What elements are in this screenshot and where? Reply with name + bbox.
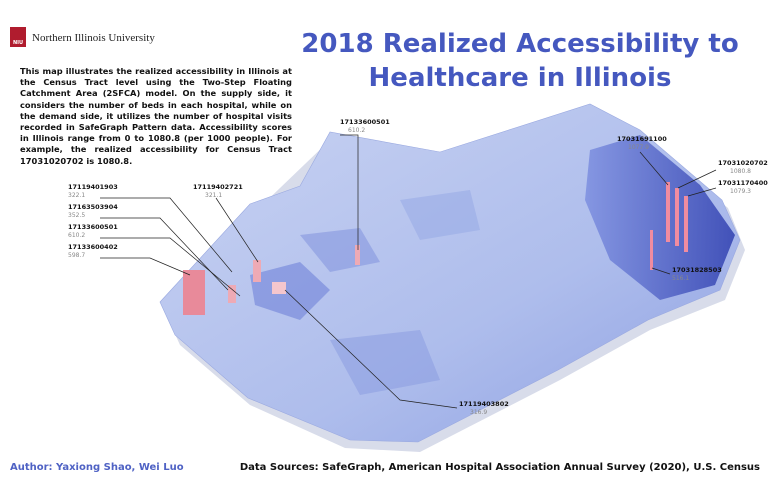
bar (684, 196, 688, 252)
tract-value: 1080.8 (730, 168, 751, 175)
sources: Data Sources: SafeGraph, American Hospit… (240, 462, 760, 473)
tract-value: 321.1 (205, 192, 222, 199)
tract-value: 516.1 (672, 275, 689, 282)
tract-value: 352.5 (68, 212, 85, 219)
region (330, 330, 440, 395)
leader-lines (100, 134, 717, 409)
tract-value: 610.2 (348, 127, 365, 134)
tract-value: 316.9 (470, 409, 487, 416)
bar (228, 285, 236, 303)
author: Author: Yaxiong Shao, Wei Luo (10, 462, 184, 473)
tract-value: 1079.3 (730, 188, 751, 195)
tract-value: 610.2 (68, 232, 85, 239)
bar (272, 282, 286, 294)
title: Healthcare in Illinois (369, 63, 672, 93)
chicago-area (585, 135, 735, 300)
tract-id: 17031170400 (718, 179, 768, 187)
bar (650, 230, 653, 270)
title: 2018 Realized Accessibility to (301, 29, 738, 59)
logo-text: NIU (13, 40, 23, 46)
bar (253, 260, 261, 282)
bar (675, 188, 679, 246)
description: This map illustrates the realized access… (20, 66, 292, 166)
tract-id: 17163503904 (68, 203, 118, 211)
tract-id: 17119403802 (459, 400, 509, 408)
tract-id: 17119402721 (193, 183, 243, 191)
region (400, 190, 480, 240)
tract-id: 17031020702 (718, 159, 768, 167)
tract-id: 17133600501 (68, 223, 118, 231)
tract-value: 1077.9 (628, 144, 649, 151)
tract-id: 17119401903 (68, 183, 118, 191)
tract-value: 322.1 (68, 192, 85, 199)
tract-id: 17031828503 (672, 266, 722, 274)
logo (10, 27, 26, 47)
region (250, 262, 330, 320)
tract-id: 17031691100 (617, 135, 667, 143)
bar (666, 182, 670, 242)
bar (183, 270, 205, 315)
institution: Northern Illinois University (32, 32, 155, 44)
tract-id: 17133600402 (68, 243, 118, 251)
bar (355, 245, 360, 265)
tract-value: 598.7 (68, 252, 85, 259)
tract-id: 17133600501 (340, 118, 390, 126)
